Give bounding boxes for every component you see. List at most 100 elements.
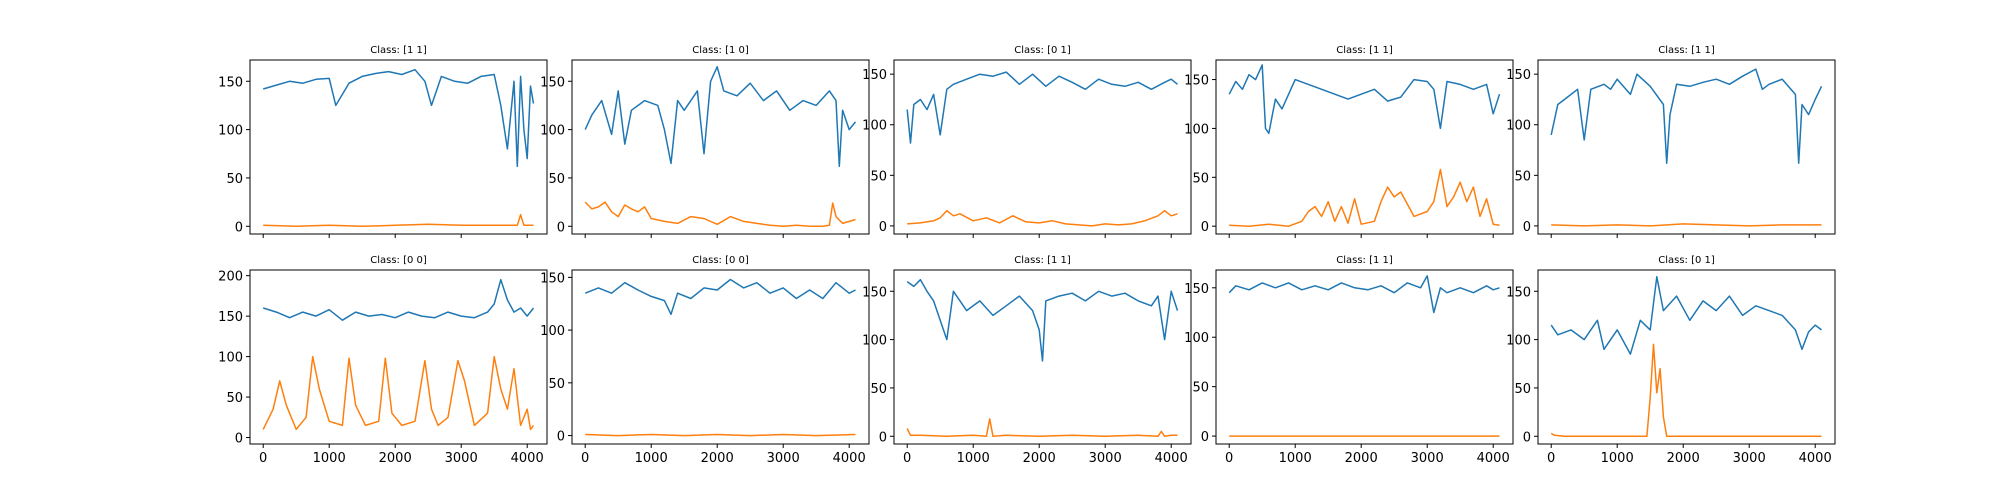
y-tick-label: 100 xyxy=(540,324,565,339)
series-line xyxy=(262,355,535,431)
subplot-title: Class: [1 1] xyxy=(1336,255,1393,266)
axes-frame xyxy=(571,269,870,445)
series-line xyxy=(1229,168,1500,227)
y-tick-label: 0 xyxy=(235,432,243,447)
subplot: Class: [1 1] 0 50 100 150 0 1000 2000 3000 4000 xyxy=(862,255,1192,466)
x-tick-label: 3000 xyxy=(767,451,800,466)
x-tick-label: 0 xyxy=(903,451,911,466)
y-tick-label: 100 xyxy=(862,334,887,349)
subplot-title: Class: [0 0] xyxy=(692,255,749,266)
x-tick-label: 4000 xyxy=(833,451,866,466)
y-tick-label: 100 xyxy=(218,124,243,139)
subplot-title: Class: [1 1] xyxy=(1336,45,1393,56)
series-line xyxy=(262,68,535,168)
x-tick-label: 4000 xyxy=(1477,451,1510,466)
y-tick-label: 100 xyxy=(1184,331,1209,346)
axes-frame xyxy=(893,269,1192,445)
y-tick-label: 100 xyxy=(1506,119,1531,134)
subplot: Class: [1 1] 0 50 100 150 xyxy=(218,45,548,238)
series-line xyxy=(906,278,1179,362)
y-tick-label: 50 xyxy=(226,172,243,187)
y-tick-label: 0 xyxy=(879,430,887,445)
x-tick-label: 1000 xyxy=(1279,451,1312,466)
series-line xyxy=(1228,64,1501,135)
series-line xyxy=(907,209,1178,227)
series-line xyxy=(1550,276,1822,355)
x-tick-label: 0 xyxy=(581,451,589,466)
x-tick-label: 1000 xyxy=(957,451,990,466)
series-line xyxy=(1228,275,1500,314)
y-tick-label: 150 xyxy=(218,310,243,325)
subplot: Class: [1 1] 0 50 100 150 xyxy=(1506,45,1836,238)
x-tick-label: 4000 xyxy=(511,451,544,466)
axes-frame xyxy=(1215,269,1514,445)
series-line xyxy=(263,213,534,228)
y-tick-label: 0 xyxy=(235,220,243,235)
y-tick-label: 0 xyxy=(557,220,565,235)
x-tick-label: 0 xyxy=(1225,451,1233,466)
y-tick-label: 100 xyxy=(1184,122,1209,137)
series-line xyxy=(584,201,856,228)
y-tick-label: 50 xyxy=(1192,381,1209,396)
y-tick-label: 100 xyxy=(862,119,887,134)
x-tick-label: 1000 xyxy=(635,451,668,466)
x-tick-label: 2000 xyxy=(379,451,412,466)
x-tick-label: 1000 xyxy=(313,451,346,466)
series-line xyxy=(906,418,1178,438)
series-line xyxy=(584,66,857,168)
y-tick-label: 100 xyxy=(540,124,565,139)
y-tick-label: 50 xyxy=(1514,169,1531,184)
subplot-title: Class: [1 1] xyxy=(370,45,427,56)
y-tick-label: 0 xyxy=(1523,220,1531,235)
subplot: Class: [1 1] 0 50 100 150 0 1000 2000 3000 4000 xyxy=(1184,255,1514,466)
subplot-grid: Class: [1 1] 0 50 100 150 Class: [1 0] 0 50 100 1… xyxy=(218,45,1836,466)
y-tick-label: 50 xyxy=(870,382,887,397)
series-line xyxy=(1551,223,1822,227)
subplot: Class: [0 1] 0 50 100 150 xyxy=(862,45,1192,238)
x-tick-label: 2000 xyxy=(1345,451,1378,466)
y-tick-label: 150 xyxy=(540,75,565,90)
subplot-title: Class: [1 1] xyxy=(1014,255,1071,266)
x-tick-label: 2000 xyxy=(1667,451,1700,466)
axes-frame xyxy=(571,59,870,235)
series-line xyxy=(262,278,535,321)
subplot-title: Class: [0 1] xyxy=(1014,45,1071,56)
axes-frame xyxy=(893,59,1192,235)
x-tick-label: 3000 xyxy=(1089,451,1122,466)
series-line xyxy=(585,433,856,437)
y-tick-label: 50 xyxy=(870,169,887,184)
axes-frame xyxy=(1215,59,1514,235)
series-line xyxy=(1550,343,1822,438)
subplot: Class: [0 0] 0 50 100 150 0 1000 2000 3000 4000 xyxy=(540,255,870,466)
axes-frame xyxy=(1537,269,1836,445)
axes-frame xyxy=(1537,59,1836,235)
y-tick-label: 150 xyxy=(540,271,565,286)
y-tick-label: 50 xyxy=(226,391,243,406)
y-tick-label: 100 xyxy=(218,351,243,366)
y-tick-label: 50 xyxy=(1514,382,1531,397)
series-line xyxy=(906,71,1178,144)
y-tick-label: 150 xyxy=(1506,285,1531,300)
y-tick-label: 150 xyxy=(862,68,887,83)
subplot: Class: [0 1] 0 50 100 150 0 1000 2000 3000 4000 xyxy=(1506,255,1836,466)
y-tick-label: 0 xyxy=(1523,430,1531,445)
y-tick-label: 50 xyxy=(1192,171,1209,186)
y-tick-label: 0 xyxy=(557,430,565,445)
subplot-title: Class: [1 1] xyxy=(1658,45,1715,56)
y-tick-label: 0 xyxy=(879,220,887,235)
x-tick-label: 0 xyxy=(1547,451,1555,466)
x-tick-label: 2000 xyxy=(1023,451,1056,466)
x-tick-label: 3000 xyxy=(1733,451,1766,466)
series-line xyxy=(584,278,856,316)
x-tick-label: 3000 xyxy=(445,451,478,466)
subplot: Class: [1 0] 0 50 100 150 xyxy=(540,45,870,238)
y-tick-label: 150 xyxy=(1184,282,1209,297)
x-tick-label: 1000 xyxy=(1601,451,1634,466)
axes-frame xyxy=(249,59,548,235)
y-tick-label: 100 xyxy=(1506,334,1531,349)
subplot-title: Class: [0 0] xyxy=(370,255,427,266)
y-tick-label: 150 xyxy=(1506,68,1531,83)
x-tick-label: 4000 xyxy=(1155,451,1188,466)
